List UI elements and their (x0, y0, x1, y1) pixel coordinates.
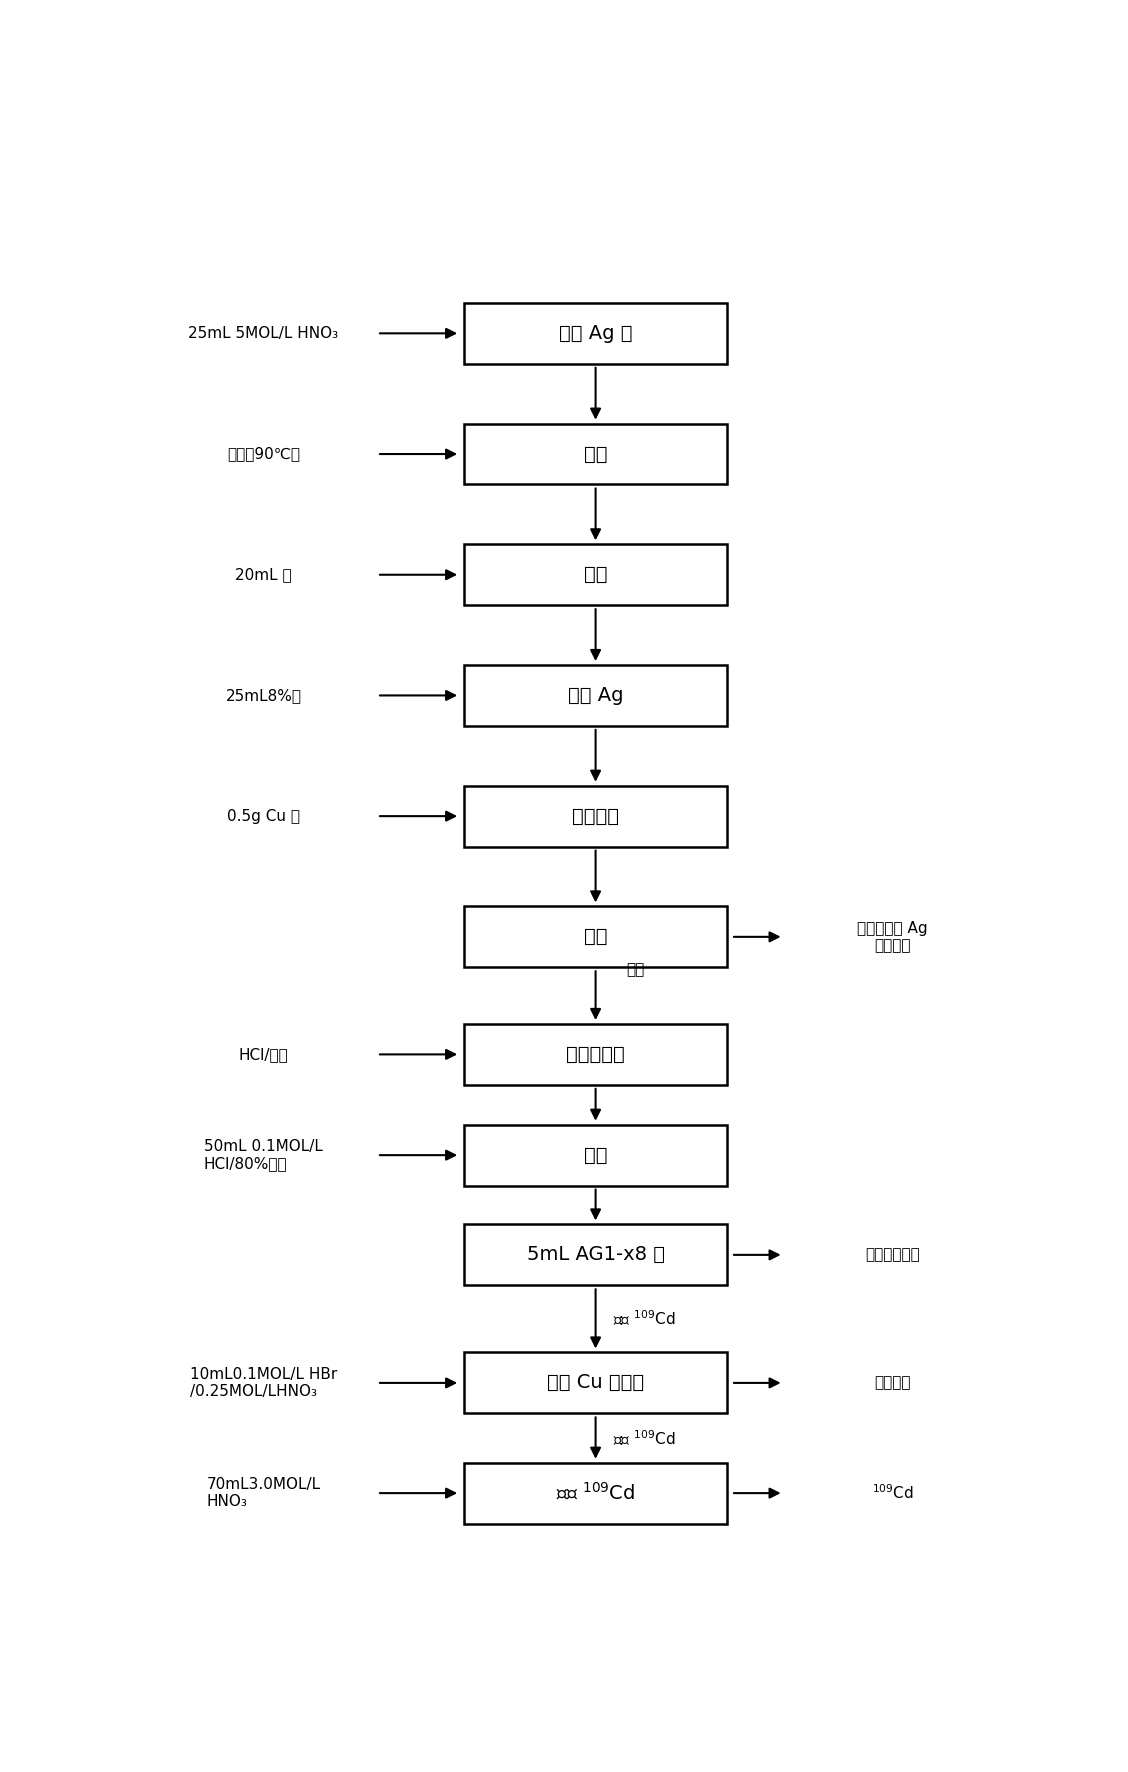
Text: 流出部分杂质: 流出部分杂质 (865, 1247, 920, 1262)
Text: 蒸干: 蒸干 (584, 445, 607, 464)
FancyBboxPatch shape (465, 785, 726, 847)
Text: 溶解: 溶解 (584, 565, 607, 585)
Text: 溶解: 溶解 (584, 1146, 607, 1164)
Text: 溶解 Ag 靶: 溶解 Ag 靶 (558, 324, 633, 342)
Text: 20mL 水: 20mL 水 (235, 567, 292, 583)
Text: 还原的金属 Ag
循环使用: 还原的金属 Ag 循环使用 (857, 921, 928, 953)
Text: 滤液: 滤液 (626, 962, 644, 976)
Text: 25mL8%肼: 25mL8%肼 (226, 688, 301, 703)
FancyBboxPatch shape (465, 1462, 726, 1524)
Text: HCl/加热: HCl/加热 (238, 1047, 289, 1061)
Text: 洗脱 $^{109}$Cd: 洗脱 $^{109}$Cd (556, 1483, 635, 1504)
FancyBboxPatch shape (465, 1125, 726, 1185)
Text: 保留 $^{109}$Cd: 保留 $^{109}$Cd (614, 1428, 676, 1448)
FancyBboxPatch shape (465, 664, 726, 727)
Text: 5mL AG1-x8 柱: 5mL AG1-x8 柱 (527, 1246, 664, 1265)
Text: 保留 $^{109}$Cd: 保留 $^{109}$Cd (614, 1310, 676, 1329)
FancyBboxPatch shape (465, 907, 726, 968)
FancyBboxPatch shape (465, 544, 726, 606)
Text: 10mL0.1MOL/L HBr
/0.25MOL/LHNO₃: 10mL0.1MOL/L HBr /0.25MOL/LHNO₃ (190, 1366, 337, 1400)
Text: 稳定沉淀: 稳定沉淀 (572, 806, 619, 826)
Text: 0.5g Cu 粉: 0.5g Cu 粉 (227, 808, 300, 824)
Text: 加热（90℃）: 加热（90℃） (227, 447, 300, 461)
Text: 过滤: 过滤 (584, 927, 607, 946)
Text: 25mL 5MOL/L HNO₃: 25mL 5MOL/L HNO₃ (188, 326, 338, 340)
Text: 洗脱 Cu 等杂质: 洗脱 Cu 等杂质 (547, 1373, 644, 1393)
FancyBboxPatch shape (465, 1224, 726, 1285)
Text: 50mL 0.1MOL/L
HCl/80%丙酮: 50mL 0.1MOL/L HCl/80%丙酮 (204, 1139, 323, 1171)
FancyBboxPatch shape (465, 1352, 726, 1414)
FancyBboxPatch shape (465, 424, 726, 484)
Text: 70mL3.0MOL/L
HNO₃: 70mL3.0MOL/L HNO₃ (206, 1476, 320, 1510)
Text: $^{109}$Cd: $^{109}$Cd (872, 1483, 914, 1503)
Text: 作为废物: 作为废物 (874, 1375, 911, 1391)
Text: 沉淀 Ag: 沉淀 Ag (567, 686, 624, 705)
FancyBboxPatch shape (465, 1024, 726, 1084)
FancyBboxPatch shape (465, 303, 726, 363)
Text: 转成氯化物: 转成氯化物 (566, 1045, 625, 1063)
